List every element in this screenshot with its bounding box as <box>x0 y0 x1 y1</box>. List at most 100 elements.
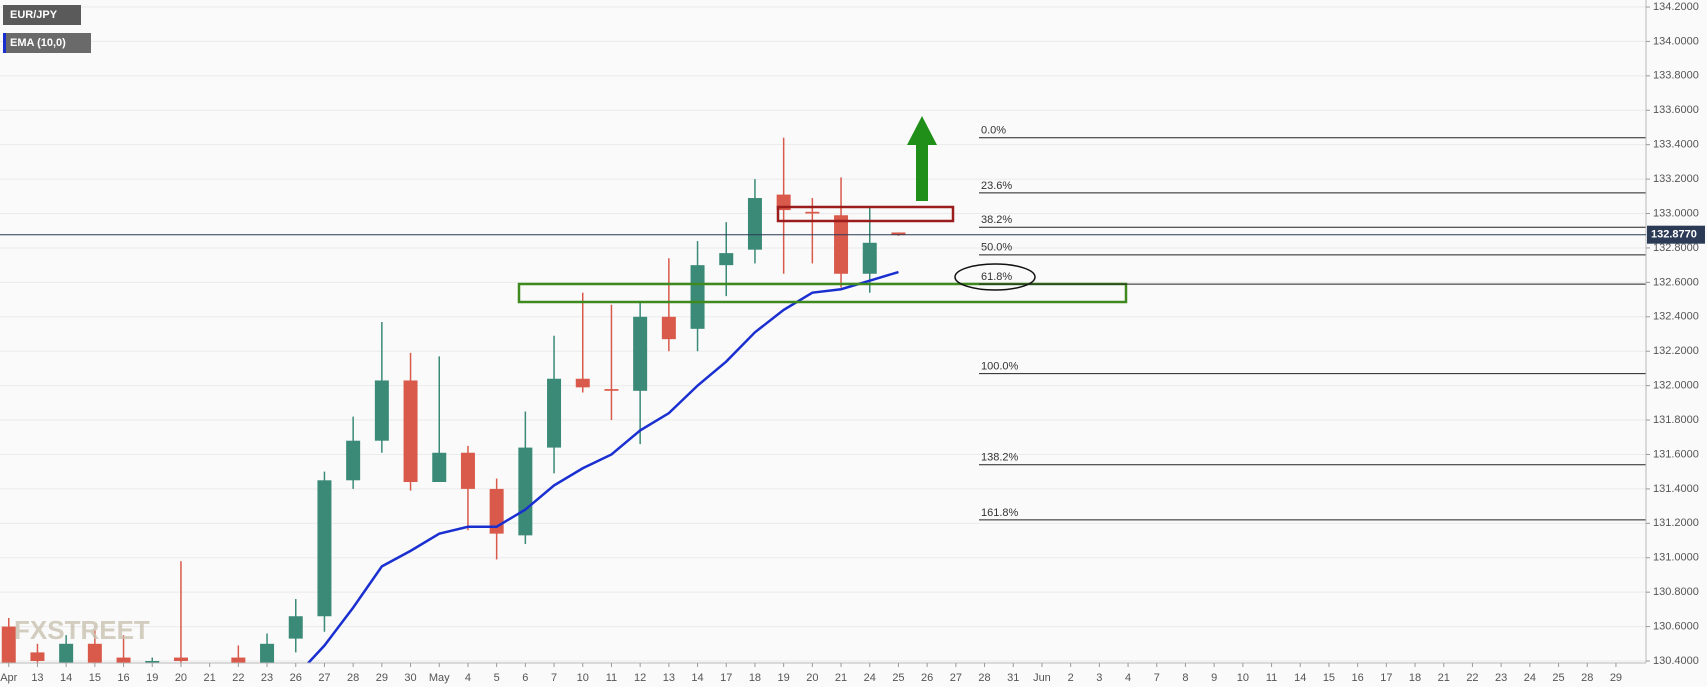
candle-body <box>59 643 74 663</box>
candle-body <box>116 657 131 663</box>
y-tick-label: 131.0000 <box>1653 552 1699 564</box>
level-highlight <box>954 263 1036 291</box>
x-tick-label: 21 <box>835 672 847 684</box>
candle-body <box>547 378 562 448</box>
x-tick-label: 9 <box>1211 672 1217 684</box>
x-tick-label: 21 <box>204 672 216 684</box>
x-tick-label: 14 <box>1294 672 1306 684</box>
candle-body <box>604 389 619 391</box>
support-box <box>517 282 1128 304</box>
candle-body <box>346 440 361 481</box>
y-tick-label: 133.2000 <box>1653 173 1699 185</box>
x-tick-label: 2 <box>1068 672 1074 684</box>
x-tick-label: 25 <box>1552 672 1564 684</box>
fib-label: 100.0% <box>981 360 1019 372</box>
y-tick-label: 133.6000 <box>1653 104 1699 116</box>
x-tick-label: 31 <box>1007 672 1019 684</box>
arrow-shaft <box>916 145 928 201</box>
candle-body <box>145 661 160 663</box>
x-tick-label: 7 <box>1154 672 1160 684</box>
fib-label: 161.8% <box>981 507 1019 519</box>
y-tick-label: 133.8000 <box>1653 70 1699 82</box>
candle-body <box>260 643 275 663</box>
x-tick-label: 23 <box>261 672 273 684</box>
x-tick-label: May <box>429 672 450 684</box>
x-tick-label: 24 <box>864 672 876 684</box>
x-tick-label: 14 <box>60 672 72 684</box>
legend-swatch <box>3 33 6 53</box>
x-tick-label: 15 <box>1323 672 1335 684</box>
logo: FXSTREET <box>14 615 150 645</box>
x-tick-label: 27 <box>950 672 962 684</box>
arrow-head <box>907 116 937 145</box>
x-tick-label: 15 <box>89 672 101 684</box>
fib-label: 138.2% <box>981 452 1019 464</box>
y-tick-label: 131.4000 <box>1653 483 1699 495</box>
y-tick-label: 132.4000 <box>1653 311 1699 323</box>
y-tick-label: 130.4000 <box>1653 655 1699 667</box>
x-tick-label: 13 <box>663 672 675 684</box>
last-price-box <box>1647 225 1705 244</box>
candle-body <box>317 480 332 617</box>
x-tick-label: 20 <box>175 672 187 684</box>
x-tick-label: 26 <box>290 672 302 684</box>
x-tick-label: 14 <box>691 672 703 684</box>
x-tick-label: 10 <box>577 672 589 684</box>
y-tick-label: 130.6000 <box>1653 620 1699 632</box>
x-tick-label: Apr <box>0 672 17 684</box>
x-tick-label: 16 <box>117 672 129 684</box>
candle-body <box>173 657 188 661</box>
candle-body <box>288 616 303 639</box>
fib-label: 61.8% <box>981 271 1012 283</box>
candle-body <box>862 242 877 274</box>
x-tick-label: 6 <box>522 672 528 684</box>
fib-label: 50.0% <box>981 242 1012 254</box>
candle-body <box>719 253 734 266</box>
x-tick-label: 4 <box>465 672 471 684</box>
x-tick-label: Jun <box>1033 672 1051 684</box>
candle-body <box>403 380 418 483</box>
candle-body <box>661 316 676 340</box>
candle-body <box>460 452 475 489</box>
x-tick-label: 18 <box>749 672 761 684</box>
x-tick-label: 19 <box>778 672 790 684</box>
x-tick-label: 4 <box>1125 672 1131 684</box>
x-tick-label: 28 <box>978 672 990 684</box>
x-tick-label: 29 <box>376 672 388 684</box>
y-tick-label: 134.2000 <box>1653 1 1699 13</box>
x-tick-label: 16 <box>1352 672 1364 684</box>
x-tick-label: 30 <box>404 672 416 684</box>
candle-body <box>489 488 504 534</box>
candle-body <box>231 657 246 663</box>
x-tick-label: 18 <box>1409 672 1421 684</box>
y-tick-label: 132.2000 <box>1653 345 1699 357</box>
x-tick-label: 3 <box>1096 672 1102 684</box>
y-tick-label: 131.6000 <box>1653 448 1699 460</box>
y-tick-label: 131.2000 <box>1653 517 1699 529</box>
y-tick-label: 131.8000 <box>1653 414 1699 426</box>
x-tick-label: 11 <box>606 672 617 684</box>
x-tick-label: 17 <box>1380 672 1392 684</box>
candle-body <box>633 316 648 391</box>
fib-label: 0.0% <box>981 125 1006 137</box>
candle-body <box>747 198 762 250</box>
x-tick-label: 19 <box>146 672 158 684</box>
grid <box>0 6 1646 662</box>
candle-body <box>1 626 16 663</box>
last-price-label: 132.8770 <box>1651 229 1697 241</box>
x-tick-label: 20 <box>806 672 818 684</box>
candle-body <box>805 211 820 214</box>
x-tick-label: 23 <box>1495 672 1507 684</box>
x-tick-label: 12 <box>634 672 646 684</box>
legend-label: EMA (10,0) <box>10 37 66 49</box>
candle-body <box>891 232 906 235</box>
fib-label: 38.2% <box>981 214 1012 226</box>
candle-body <box>575 378 590 388</box>
y-tick-label: 132.0000 <box>1653 380 1699 392</box>
y-tick-label: 134.0000 <box>1653 35 1699 47</box>
x-tick-label: 29 <box>1610 672 1622 684</box>
x-tick-label: 22 <box>1466 672 1478 684</box>
x-tick-label: 25 <box>892 672 904 684</box>
